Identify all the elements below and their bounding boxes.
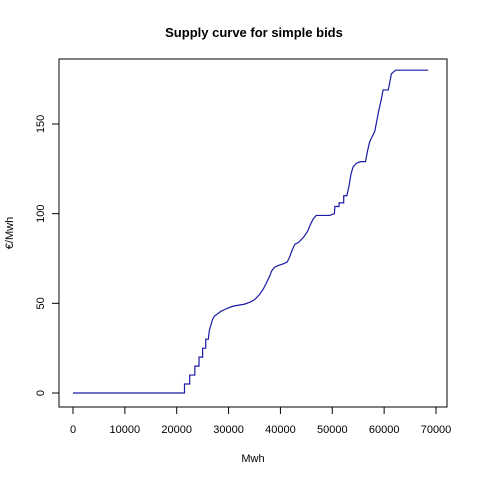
plot-area-border: [58, 58, 448, 408]
x-tick-label: 20000: [161, 424, 192, 436]
chart-title: Supply curve for simple bids: [165, 25, 343, 40]
x-tick-label: 60000: [369, 424, 400, 436]
y-tick-label: 0: [35, 390, 47, 396]
x-tick-label: 50000: [317, 424, 348, 436]
x-tick-label: 10000: [110, 424, 141, 436]
y-tick-label: 50: [35, 297, 47, 309]
x-tick-label: 70000: [421, 424, 452, 436]
y-tick-label: 150: [35, 115, 47, 133]
y-axis: 0 50 100 150: [35, 115, 60, 396]
y-tick-label: 100: [35, 204, 47, 222]
x-tick-label: 40000: [265, 424, 296, 436]
supply-curve-line: [73, 69, 429, 394]
series-layer: [73, 69, 429, 394]
x-tick-label: 0: [70, 424, 76, 436]
x-axis: 0 10000 20000 30000 40000 50000 60000 70000: [70, 406, 452, 436]
y-axis-label: €/Mwh: [4, 217, 16, 249]
x-axis-label: Mwh: [241, 453, 264, 465]
x-tick-label: 30000: [213, 424, 244, 436]
